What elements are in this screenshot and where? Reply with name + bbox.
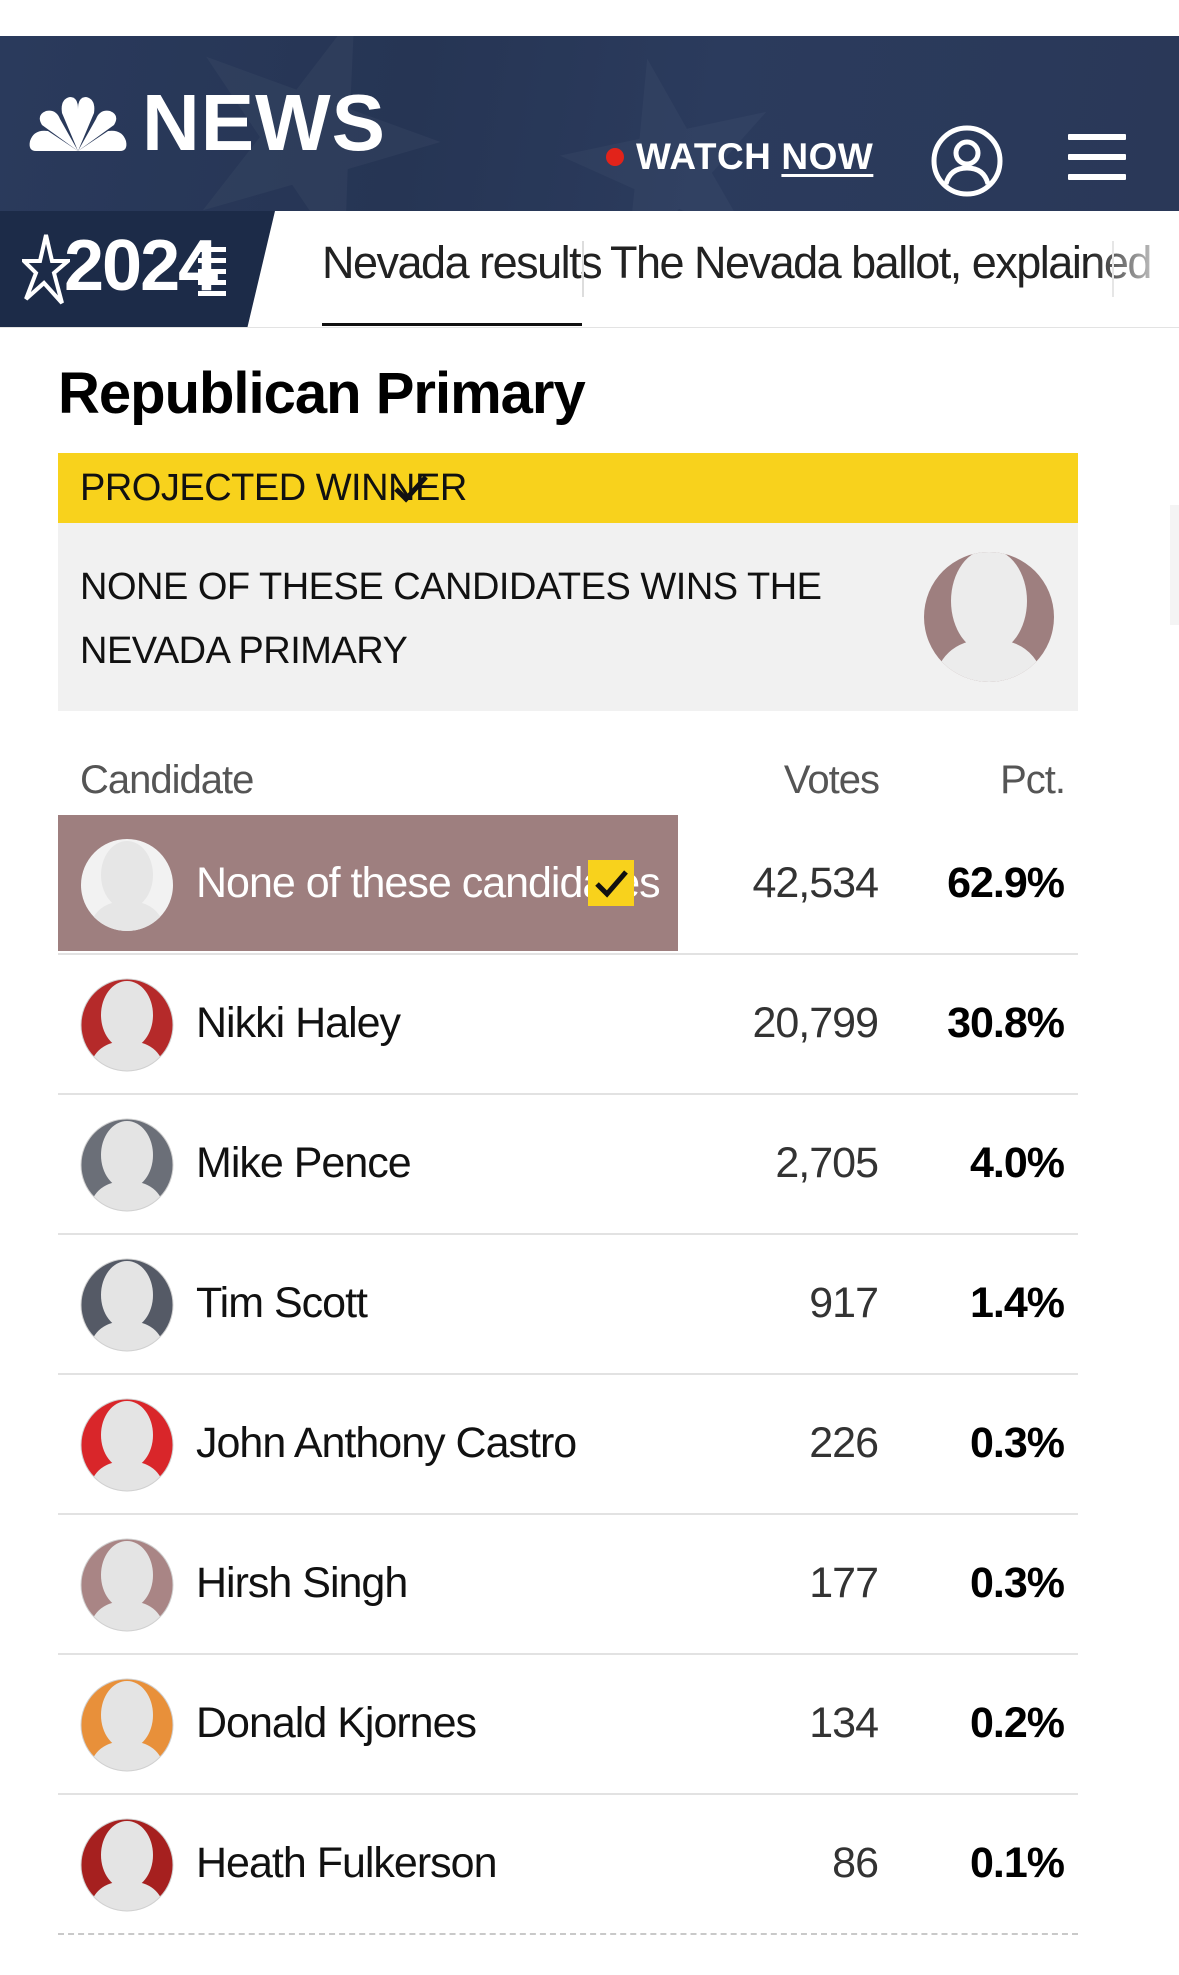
candidate-avatar-icon xyxy=(80,978,174,1072)
active-tab-indicator xyxy=(322,323,582,326)
candidate-avatar-icon xyxy=(80,1678,174,1772)
candidate-avatar-icon xyxy=(80,1538,174,1632)
now-label: NOW xyxy=(781,136,874,177)
watch-now-label: WATCH NOW xyxy=(636,136,873,178)
candidate-votes: 2,705 xyxy=(775,1139,879,1187)
candidate-name: None of these candidates xyxy=(196,859,661,907)
candidate-avatar-icon xyxy=(80,1118,174,1212)
candidate-votes: 20,799 xyxy=(752,999,879,1047)
candidate-votes: 177 xyxy=(809,1559,879,1607)
candidate-votes: 86 xyxy=(832,1839,879,1887)
projected-winner-card: NONE OF THESE CANDIDATES WINS THE NEVADA… xyxy=(58,523,1078,711)
candidate-pct: 0.1% xyxy=(969,1839,1065,1887)
table-row[interactable]: Hirsh Singh 177 0.3% xyxy=(58,1515,1078,1655)
race-title: Republican Primary xyxy=(58,361,586,426)
candidate-avatar-icon xyxy=(80,1258,174,1352)
candidate-votes: 42,534 xyxy=(752,859,879,907)
table-row[interactable]: Mike Pence 2,705 4.0% xyxy=(58,1095,1078,1235)
candidate-name: Mike Pence xyxy=(196,1139,412,1187)
ballot-lines-icon xyxy=(198,247,226,302)
table-row[interactable]: John Anthony Castro 226 0.3% xyxy=(58,1375,1078,1515)
table-row[interactable]: Nikki Haley 20,799 30.8% xyxy=(58,955,1078,1095)
candidate-pct: 1.4% xyxy=(969,1279,1065,1327)
column-header-pct: Pct. xyxy=(1000,758,1066,802)
election-2024-badge[interactable]: 2024 xyxy=(0,211,275,327)
candidate-pct: 0.3% xyxy=(969,1559,1065,1607)
candidate-avatar-icon xyxy=(81,839,173,931)
column-header-candidate: Candidate xyxy=(80,758,254,802)
winner-avatar-icon xyxy=(924,552,1054,682)
hamburger-menu-icon[interactable] xyxy=(1068,134,1126,184)
scroll-edge xyxy=(1170,505,1179,625)
candidate-avatar-icon xyxy=(80,1398,174,1492)
table-row[interactable]: Donald Kjornes 134 0.2% xyxy=(58,1655,1078,1795)
nbc-news-logo[interactable]: NEWS xyxy=(28,78,386,168)
winner-check-icon xyxy=(588,860,634,906)
projected-winner-label: PROJECTED WINNER xyxy=(80,467,467,509)
candidate-pct: 0.3% xyxy=(969,1419,1065,1467)
table-row[interactable]: None of these candidates 42,534 62.9% xyxy=(58,815,1078,955)
candidate-avatar-icon xyxy=(80,1818,174,1912)
peacock-icon xyxy=(29,97,127,151)
candidate-pct: 4.0% xyxy=(969,1139,1065,1187)
table-row[interactable]: Heath Fulkerson 86 0.1% xyxy=(58,1795,1078,1935)
candidate-name: Nikki Haley xyxy=(196,999,401,1047)
column-header-votes: Votes xyxy=(783,758,880,802)
candidate-pct: 30.8% xyxy=(947,999,1065,1047)
tab-nevada-results[interactable]: Nevada results xyxy=(322,237,603,288)
candidate-name: Tim Scott xyxy=(196,1279,368,1327)
results-table: None of these candidates 42,534 62.9% Nikki… xyxy=(58,815,1078,1935)
candidate-name: John Anthony Castro xyxy=(196,1419,577,1467)
candidate-pct: 0.2% xyxy=(969,1699,1065,1747)
site-header: NEWS WATCH NOW xyxy=(0,36,1179,211)
candidate-votes: 226 xyxy=(809,1419,879,1467)
election-subnav: 2024 Nevada results The Nevada ballot, e… xyxy=(0,211,1179,328)
star-icon xyxy=(22,234,70,305)
checkmark-icon xyxy=(394,475,428,503)
watch-label: WATCH xyxy=(636,136,772,177)
account-icon[interactable] xyxy=(930,124,1004,198)
top-strip xyxy=(0,0,1179,36)
tab-nevada-ballot-explained[interactable]: The Nevada ballot, explained xyxy=(610,237,1152,288)
candidate-name: Donald Kjornes xyxy=(196,1699,477,1747)
badge-year: 2024 xyxy=(64,226,218,306)
table-row[interactable]: Tim Scott 917 1.4% xyxy=(58,1235,1078,1375)
candidate-name: Heath Fulkerson xyxy=(196,1839,497,1887)
candidate-name: Hirsh Singh xyxy=(196,1559,408,1607)
projected-winner-banner: PROJECTED WINNER xyxy=(58,453,1078,523)
tab-divider xyxy=(582,241,584,297)
watch-now-link[interactable]: WATCH NOW xyxy=(606,136,873,178)
candidate-votes: 917 xyxy=(809,1279,879,1327)
tab-scroll-fade xyxy=(1090,211,1179,327)
projected-winner-name: NONE OF THESE CANDIDATES WINS THE NEVADA… xyxy=(80,566,822,672)
live-dot-icon xyxy=(606,148,624,166)
candidate-pct: 62.9% xyxy=(947,859,1065,907)
brand-text: NEWS xyxy=(142,78,386,167)
header-background-star xyxy=(540,36,801,211)
candidate-votes: 134 xyxy=(809,1699,879,1747)
